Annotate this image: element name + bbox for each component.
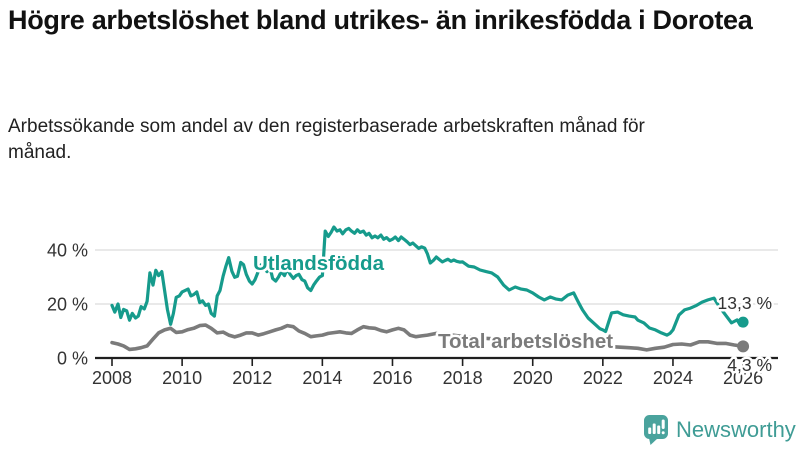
- x-tick-label: 2026: [723, 368, 763, 388]
- end-value-label-total-arbetsl-shet: 4,3 %: [727, 355, 772, 375]
- logo-exclamation-bar: [661, 419, 665, 429]
- page-title: Högre arbetslöshet bland utrikes- än inr…: [8, 5, 753, 35]
- series-line-total-arbetsl-shet: [110, 323, 745, 352]
- logo-bars-glyph: [648, 419, 665, 435]
- series-end-dot-total-arbetsl-shet: [737, 340, 750, 353]
- x-tick-label: 2016: [372, 368, 412, 388]
- newsworthy-bubble-chart-icon: [644, 415, 668, 445]
- x-tick-label: 2024: [653, 368, 693, 388]
- series-label-utlandsf-dda: Utlandsfödda: [253, 252, 385, 275]
- newsworthy-logo-text: Newsworthy: [676, 416, 796, 442]
- y-tick-label: 20 %: [47, 295, 88, 315]
- logo-bubble-tail: [649, 438, 658, 445]
- series-line-utlandsf-dda: [110, 225, 745, 337]
- x-tick-label: 2018: [443, 368, 483, 388]
- x-tick-label: 2020: [513, 368, 553, 388]
- x-tick-label: 2012: [232, 368, 272, 388]
- newsworthy-logo: Newsworthy: [643, 414, 796, 445]
- page-subtitle: Arbetssökande som andel av den registerb…: [8, 116, 645, 163]
- x-tick-label: 2014: [302, 368, 342, 388]
- series-end-dot-utlandsf-dda: [737, 316, 749, 328]
- y-tick-label: 40 %: [47, 241, 88, 261]
- end-value-label-utlandsf-dda: 13,3 %: [718, 293, 772, 313]
- y-tick-label: 0 %: [57, 349, 88, 369]
- x-tick-label: 2008: [92, 368, 132, 388]
- series-label-total-arbetsl-shet: Total arbetslöshet: [438, 330, 613, 353]
- logo-exclamation-dot: [661, 431, 665, 435]
- x-tick-label: 2010: [162, 368, 202, 388]
- x-tick-label: 2022: [583, 368, 623, 388]
